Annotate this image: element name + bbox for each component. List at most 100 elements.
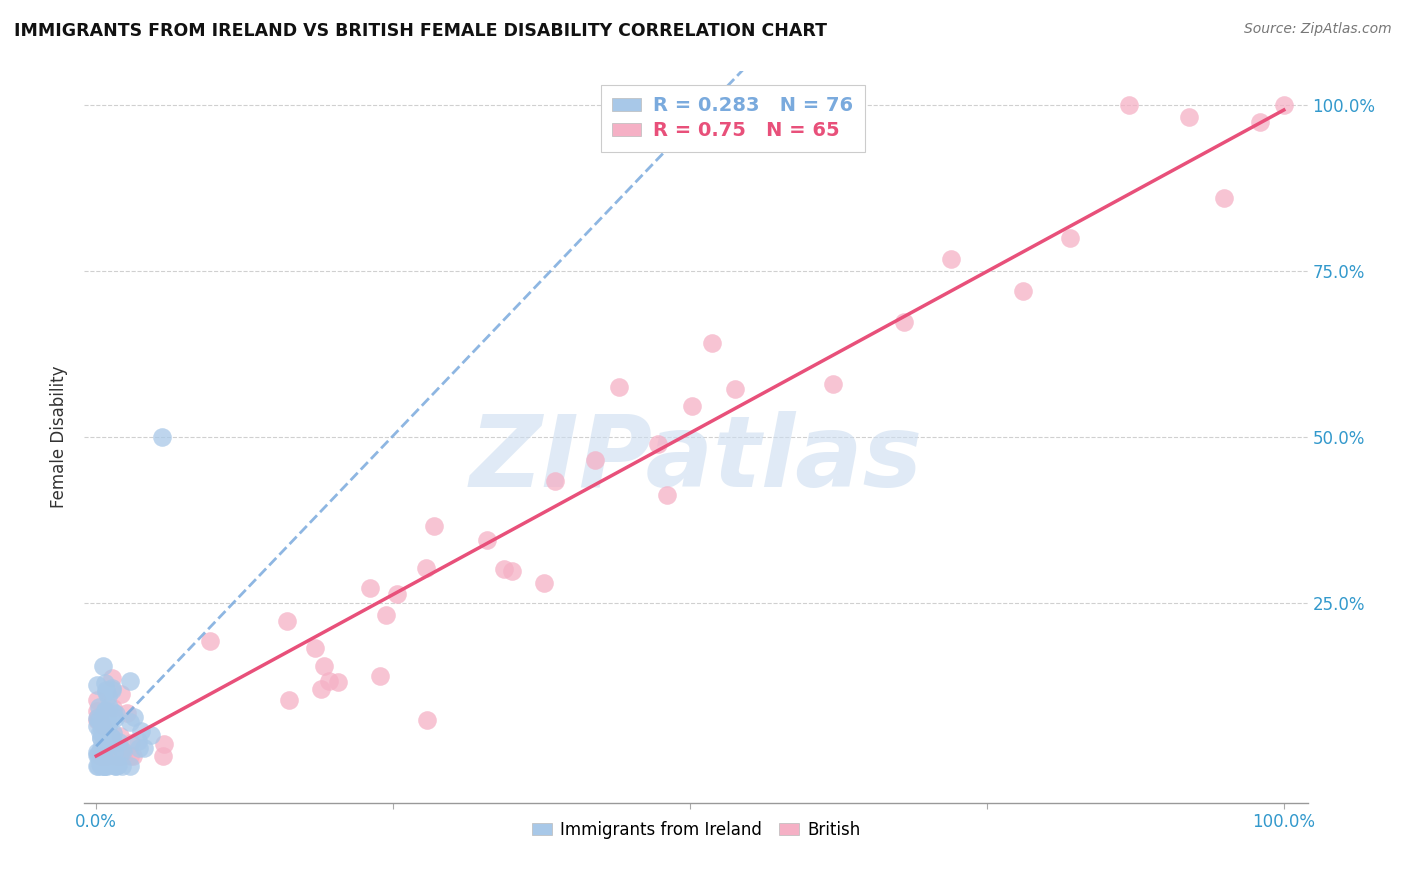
Legend: Immigrants from Ireland, British: Immigrants from Ireland, British [524,814,868,846]
Point [1011,284,1033,298]
Point [111,743,134,757]
Point [96,711,118,725]
Point [97,719,120,733]
Point [724,382,747,396]
Point [94,759,117,773]
Point [118,749,141,764]
Point [533,575,555,590]
Point [105,706,128,721]
Point [492,562,515,576]
Point [90,731,112,745]
Point [103,749,125,764]
Point [87,710,110,724]
Point [368,668,391,682]
Point [655,488,678,502]
Point [375,607,398,622]
Point [681,399,703,413]
Point [127,734,149,748]
Point [101,681,124,695]
Point [309,681,332,696]
Point [107,749,129,764]
Point [86,713,108,727]
Point [94,749,117,764]
Point [96,747,118,761]
Point [94,749,117,764]
Text: Source: ZipAtlas.com: Source: ZipAtlas.com [1244,22,1392,37]
Point [94,717,117,731]
Point [93,759,115,773]
Point [94,685,117,699]
Point [1249,114,1271,128]
Point [90,722,112,736]
Point [86,745,108,759]
Point [120,673,142,688]
Point [86,678,108,692]
Point [941,252,963,267]
Point [278,693,301,707]
Point [1213,191,1236,205]
Point [96,749,118,764]
Point [103,726,125,740]
Point [1272,97,1295,112]
Point [415,560,437,574]
Point [700,335,723,350]
Point [86,759,108,773]
Point [94,676,117,690]
Point [89,749,111,764]
Point [86,692,108,706]
Point [101,705,124,719]
Point [91,719,114,733]
Point [121,749,143,764]
Point [129,723,152,738]
Point [423,519,446,533]
Point [86,748,108,763]
Point [96,759,118,773]
Point [103,700,125,714]
Point [94,749,117,764]
Point [108,729,131,743]
Point [105,757,128,772]
Point [128,741,150,756]
Point [94,734,117,748]
Point [94,682,117,697]
Point [93,755,115,769]
Point [93,759,115,773]
Point [100,731,122,745]
Point [90,740,112,755]
Point [93,727,115,741]
Point [821,377,844,392]
Point [318,673,340,688]
Point [1178,110,1201,124]
Point [103,746,125,760]
Point [475,533,498,547]
Point [1118,97,1140,112]
Point [132,740,155,755]
Point [124,709,146,723]
Point [647,436,669,450]
Point [86,748,108,763]
Point [120,736,142,750]
Point [91,729,114,743]
Point [312,659,335,673]
Point [87,713,110,727]
Point [583,453,606,467]
Point [86,719,108,733]
Point [89,757,111,772]
Point [108,749,131,764]
Point [103,758,125,772]
Point [385,587,408,601]
Point [120,759,142,773]
Point [152,749,174,764]
Point [98,699,121,714]
Point [111,759,134,773]
Point [87,759,110,773]
Point [100,683,122,698]
Point [103,745,125,759]
Point [139,728,162,742]
Point [90,731,112,746]
Point [94,704,117,718]
Point [104,711,127,725]
Y-axis label: Female Disability: Female Disability [51,366,69,508]
Point [91,749,114,764]
Point [86,705,108,719]
